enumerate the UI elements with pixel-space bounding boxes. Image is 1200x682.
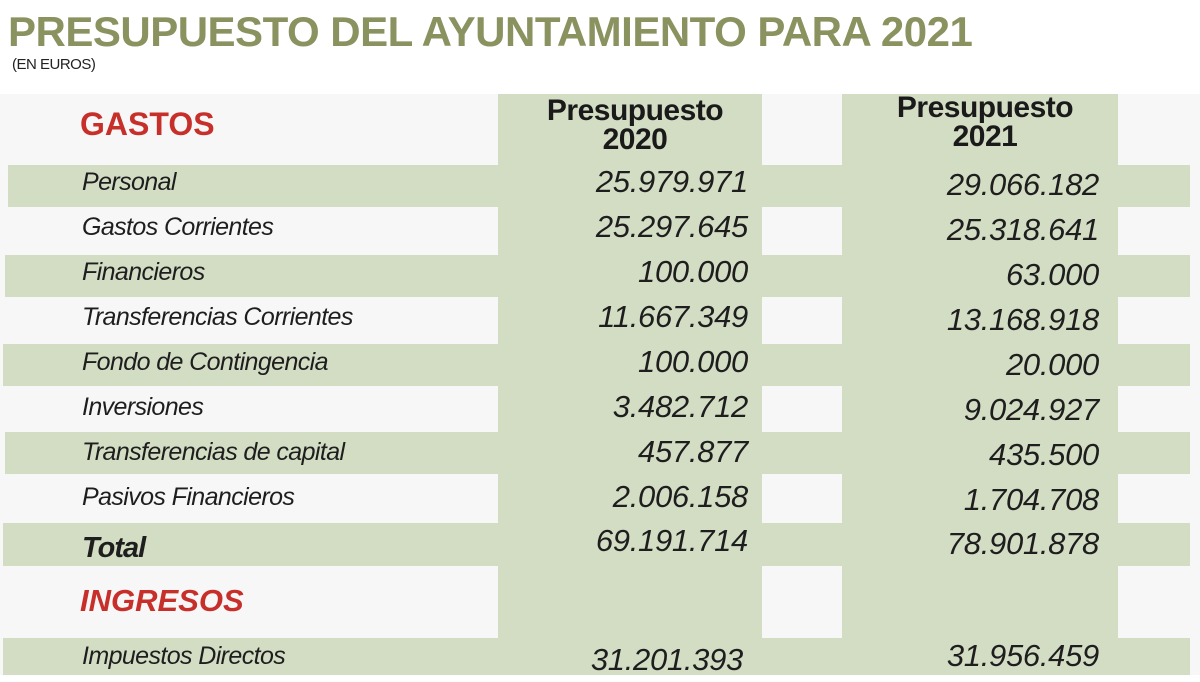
table-row: Transferencias de capital 457.877 435.50…	[0, 434, 1200, 478]
table-row: Pasivos Financieros 2.006.158 1.704.708	[0, 479, 1200, 523]
table-row: Personal 25.979.971 29.066.182	[0, 164, 1200, 208]
row-label: Financieros	[82, 258, 205, 286]
total-2021: 78.901.878	[946, 526, 1099, 561]
row-label: Fondo de Contingencia	[82, 348, 329, 376]
table-row: Financieros 100.000 63.000	[0, 254, 1200, 298]
value-2020: 3.482.712	[612, 389, 749, 424]
value-2021: 25.318.641	[946, 212, 1099, 247]
value-2020: 457.877	[638, 434, 748, 469]
column-2021	[842, 94, 1118, 675]
page-title: PRESUPUESTO DEL AYUNTAMIENTO PARA 2021	[8, 8, 973, 55]
value-2021: 9.024.927	[963, 392, 1100, 427]
total-label: Total	[82, 532, 146, 564]
row-label: Personal	[82, 168, 176, 196]
section-heading-ingresos: INGRESOS	[80, 583, 244, 618]
value-2020: 100.000	[638, 344, 748, 379]
value-2020: 25.297.645	[595, 209, 748, 244]
column-header-2020: Presupuesto 2020	[546, 94, 724, 156]
currency-note: (EN EUROS)	[12, 56, 96, 73]
value-2021: 1.704.708	[963, 482, 1100, 517]
value-2020: 11.667.349	[598, 299, 748, 334]
table-row: Inversiones 3.482.712 9.024.927	[0, 389, 1200, 433]
table-row: Gastos Corrientes 25.297.645 25.318.641	[0, 209, 1200, 253]
row-label: Gastos Corrientes	[82, 213, 274, 241]
value-2021: 63.000	[1005, 257, 1099, 292]
row-label: Impuestos Directos	[82, 642, 286, 670]
column-header-2021: Presupuesto 2021	[896, 91, 1074, 153]
row-label: Transferencias de capital	[82, 438, 345, 466]
value-2021: 435.500	[989, 437, 1099, 472]
table-row: Fondo de Contingencia 100.000 20.000	[0, 344, 1200, 388]
total-row: Total 69.191.714 78.901.878	[0, 523, 1200, 568]
column-2020	[498, 94, 762, 675]
value-2020: 100.000	[638, 254, 748, 289]
table-row: Impuestos Directos 31.201.393 31.956.459	[0, 638, 1200, 682]
value-2020: 2.006.158	[612, 479, 749, 514]
value-2021: 29.066.182	[946, 167, 1099, 202]
total-2020: 69.191.714	[595, 523, 748, 558]
value-2021: 31.956.459	[946, 638, 1099, 673]
row-label: Pasivos Financieros	[82, 483, 295, 511]
value-2020: 25.979.971	[595, 164, 748, 199]
row-label: Inversiones	[82, 393, 204, 421]
table-row: Transferencias Corrientes 11.667.349 13.…	[0, 299, 1200, 343]
section-heading-gastos: GASTOS	[80, 106, 215, 142]
value-2021: 13.168.918	[946, 302, 1099, 337]
value-2020: 31.201.393	[590, 642, 743, 677]
value-2021: 20.000	[1005, 347, 1099, 382]
row-label: Transferencias Corrientes	[82, 303, 353, 331]
